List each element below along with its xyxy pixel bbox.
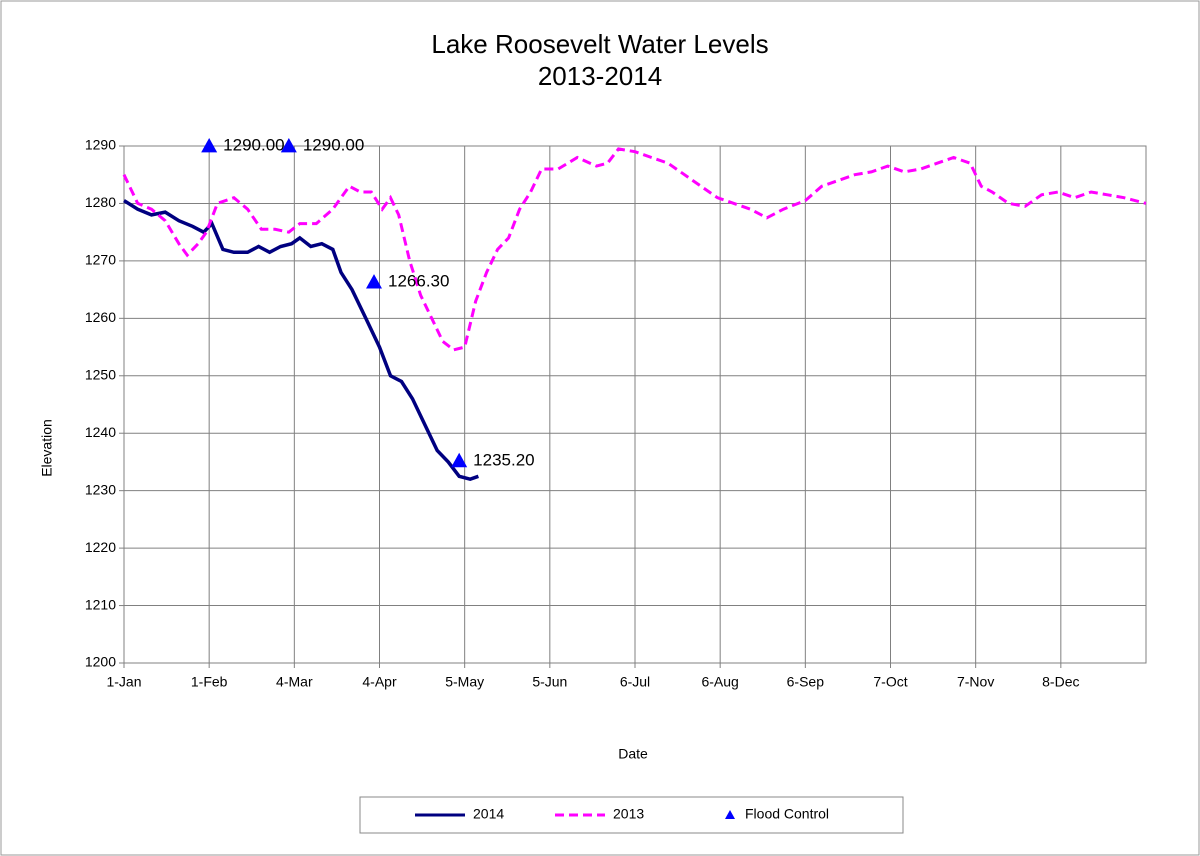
- chart-subtitle: 2013-2014: [538, 61, 662, 91]
- legend-label: 2013: [613, 806, 644, 822]
- y-tick-label: 1250: [85, 366, 116, 382]
- legend-swatch: [725, 810, 735, 819]
- chart-title: Lake Roosevelt Water Levels: [431, 29, 768, 59]
- x-tick-label: 1-Feb: [191, 674, 228, 690]
- y-tick-label: 1260: [85, 309, 116, 325]
- y-tick-label: 1210: [85, 596, 116, 612]
- x-tick-label: 8-Dec: [1042, 674, 1079, 690]
- flood-marker: [280, 138, 297, 153]
- line-dashed: [122, 147, 1147, 352]
- x-tick-label: 6-Jul: [620, 674, 650, 690]
- flood-marker: [451, 452, 468, 468]
- x-tick-label: 5-Jun: [532, 674, 567, 690]
- y-tick-label: 1240: [85, 424, 116, 440]
- x-tick-label: 6-Sep: [787, 674, 825, 690]
- line-solid: [123, 199, 479, 482]
- x-axis-label: Date: [618, 746, 648, 762]
- x-tick-label: 7-Oct: [873, 674, 907, 690]
- y-axis-label: Elevation: [39, 419, 55, 477]
- x-tick-label: 1-Jan: [106, 674, 141, 690]
- y-tick-label: 1280: [85, 194, 116, 210]
- data-label: 1290.00: [223, 135, 284, 154]
- y-tick-label: 1230: [85, 481, 116, 497]
- flood-marker: [366, 274, 383, 289]
- x-tick-label: 4-Mar: [276, 674, 313, 690]
- x-tick-label: 4-Apr: [362, 674, 397, 690]
- data-label: 1266.30: [388, 272, 449, 291]
- y-tick-label: 1270: [85, 252, 116, 268]
- x-tick-label: 5-May: [445, 674, 484, 690]
- legend-label: Flood Control: [745, 806, 829, 822]
- y-tick-label: 1200: [85, 654, 116, 670]
- x-tick-label: 7-Nov: [957, 674, 994, 690]
- legend-label: 2014: [473, 806, 504, 822]
- flood-marker: [201, 138, 218, 153]
- y-tick-label: 1220: [85, 539, 116, 555]
- data-label: 1235.20: [473, 450, 534, 469]
- x-tick-label: 6-Aug: [701, 674, 738, 690]
- data-label: 1290.00: [303, 135, 364, 154]
- y-tick-label: 1290: [85, 137, 116, 153]
